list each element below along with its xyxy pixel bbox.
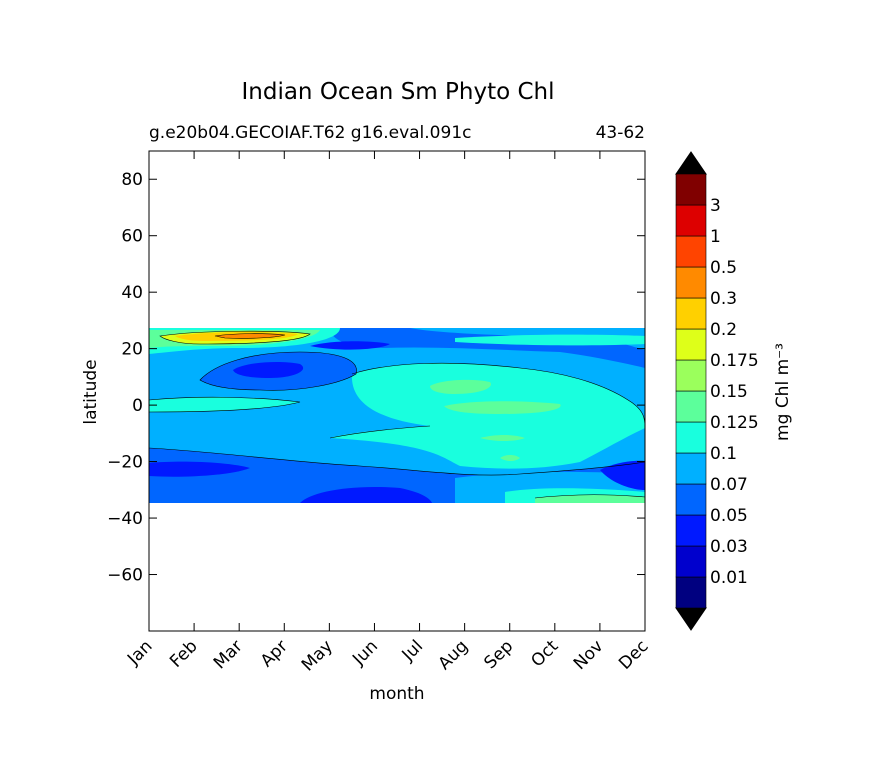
contour-line-2 [199, 351, 357, 391]
region-north-0.05 [233, 362, 304, 378]
colorbar-segment [675, 576, 707, 609]
chart-title: Indian Ocean Sm Phyto Chl [241, 79, 554, 105]
colorbar-extend-top [675, 151, 707, 175]
region-eq-0.125-c [480, 435, 525, 441]
contour-line-3 [149, 396, 301, 413]
colorbar-tick-label: 0.15 [710, 382, 748, 402]
colorbar-tick-label: 1 [710, 227, 721, 247]
region-south-0.05-east [600, 460, 645, 490]
region-south-0.05-west [149, 461, 250, 477]
colorbar: 0.01 0.03 0.05 0.07 0.1 0.125 0.15 0.175 0.2 0.3 0… [675, 151, 759, 631]
x-tick-label: May [298, 636, 337, 675]
colorbar-segment [675, 204, 707, 237]
x-tick-label: Oct [527, 636, 562, 671]
region-north-0.1-east [455, 334, 645, 346]
colorbar-segment [675, 266, 707, 299]
region-eq-0.1-west [149, 397, 300, 412]
colorbar-segment [675, 390, 707, 423]
contour-line-6 [214, 333, 286, 339]
colorbar-tick-label: 3 [710, 196, 721, 216]
x-tick-label: Aug [435, 636, 473, 674]
colorbar-label: mg Chl m⁻³ [773, 343, 793, 441]
y-tick-label: 60 [121, 227, 143, 247]
region-north-0.05-top [310, 341, 390, 350]
y-tick-label: 40 [121, 283, 143, 303]
colorbar-tick-label: 0.175 [710, 351, 759, 371]
region-eq-0.1-east [330, 363, 645, 469]
contour-line-5 [159, 330, 311, 345]
colorbar-segment [675, 235, 707, 268]
x-tick-label: Dec [615, 636, 652, 673]
y-tick-label: 0 [132, 396, 143, 416]
x-axis-label: month [369, 684, 424, 704]
plot-frame [148, 150, 646, 632]
colorbar-tick-label: 0.01 [710, 568, 748, 588]
colorbar-extend-bottom [675, 607, 707, 631]
y-tick-label: −20 [107, 453, 143, 473]
colorbar-segment [675, 421, 707, 454]
contour-line-8 [534, 494, 645, 499]
x-tick-label: Mar [210, 636, 247, 673]
region-eq-0.125-a [430, 379, 491, 394]
contour-field [149, 328, 645, 503]
y-axis-label: latitude [81, 359, 101, 424]
region-south-0.05-mid [300, 486, 432, 503]
colorbar-segment [675, 359, 707, 392]
colorbar-tick-label: 0.125 [710, 413, 759, 433]
region-northwest-0.3 [215, 333, 285, 339]
colorbar-segment [675, 514, 707, 547]
colorbar-tick-label: 0.1 [710, 444, 737, 464]
region-eq-0.125-b [444, 401, 561, 414]
contour-line-1 [149, 447, 645, 476]
contour-line-4 [351, 362, 645, 429]
colorbar-segment [675, 297, 707, 330]
region-south-0.15-east [535, 494, 645, 503]
colorbar-tick-label: 0.3 [710, 289, 737, 309]
x-tick-label: Jun [348, 636, 382, 670]
region-eq-0.125-d [500, 455, 520, 461]
colorbar-segment [675, 483, 707, 516]
x-tick-label: Nov [570, 636, 608, 674]
colorbar-segment [675, 173, 707, 206]
colorbar-tick-label: 0.05 [710, 506, 748, 526]
x-tick-label: Sep [480, 636, 517, 673]
chart-subtitle-left: g.e20b04.GECOIAF.T62 g16.eval.091c [149, 123, 471, 143]
y-axis-ticks: 80 60 40 20 0 −20 −40 −60 [107, 170, 645, 586]
chart-subtitle-right: 43-62 [596, 123, 645, 143]
x-tick-label: Jan [123, 636, 156, 669]
colorbar-tick-label: 0.2 [710, 320, 737, 340]
colorbar-tick-label: 0.07 [710, 475, 748, 495]
y-tick-label: 80 [121, 170, 143, 190]
colorbar-tick-label: 0.5 [710, 258, 737, 278]
x-tick-label: Jul [398, 636, 427, 665]
y-tick-label: −60 [107, 566, 143, 586]
x-tick-label: Feb [166, 636, 201, 671]
contour-lines [149, 330, 645, 499]
colorbar-segment [675, 452, 707, 485]
contour-line-7 [329, 425, 431, 439]
colorbar-segment [675, 545, 707, 578]
colorbar-tick-label: 0.03 [710, 537, 748, 557]
y-tick-label: 20 [121, 340, 143, 360]
y-tick-label: −40 [107, 509, 143, 529]
x-tick-label: Apr [257, 636, 292, 671]
colorbar-segment [675, 328, 707, 361]
